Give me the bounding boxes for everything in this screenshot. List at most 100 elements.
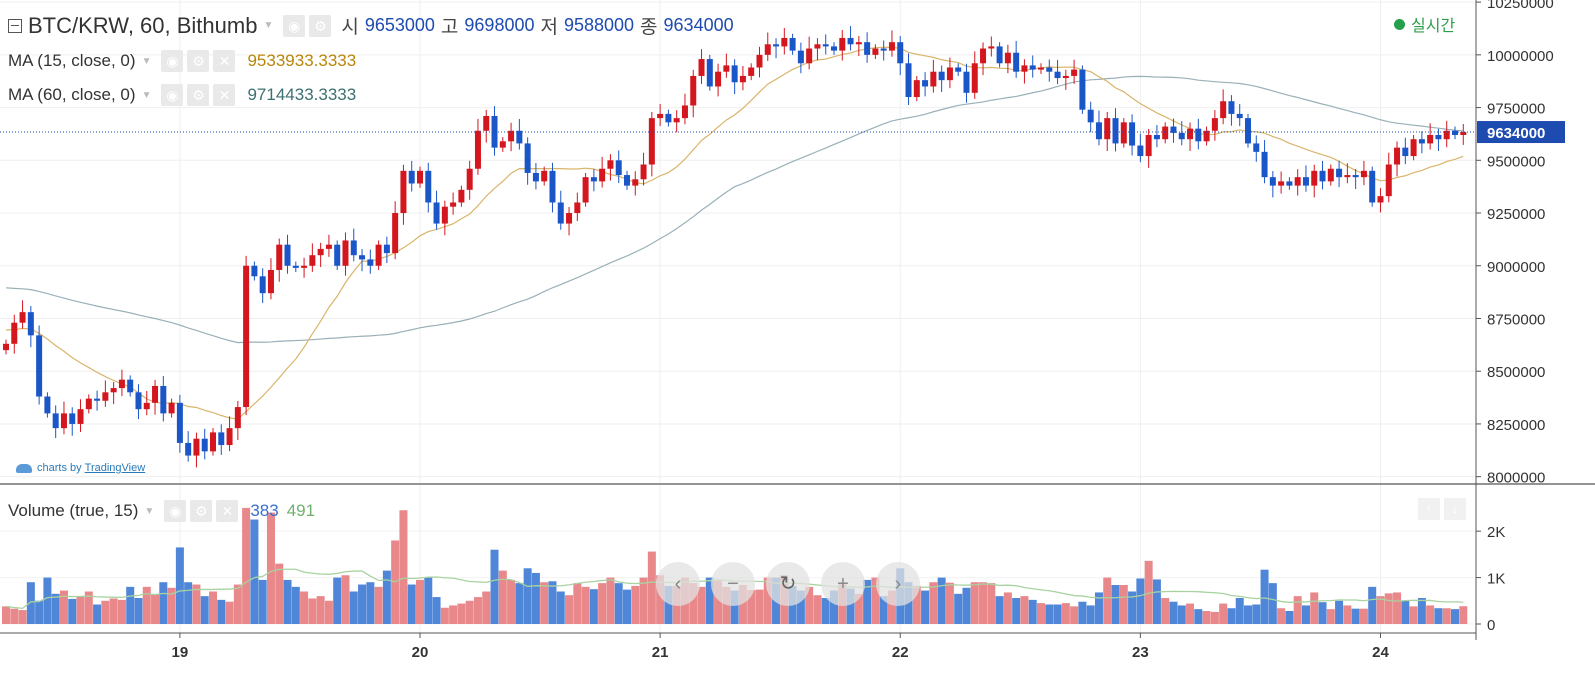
volume-bar (1094, 592, 1103, 624)
candle-body (1261, 151, 1268, 178)
tradingview-branding[interactable]: charts by TradingView (16, 462, 145, 474)
volume-bar (432, 597, 441, 624)
candle-body (400, 170, 407, 214)
zoom-in-icon[interactable]: + (821, 562, 865, 606)
zoom-out-icon[interactable]: − (711, 562, 755, 606)
candle-body (1302, 177, 1309, 186)
volume-bar (970, 582, 979, 624)
gear-icon[interactable]: ⚙ (187, 50, 210, 72)
ma60-label: MA (60, close, 0) (8, 85, 136, 104)
pane-controls: ↑ ↓ (1418, 498, 1470, 520)
eye-icon[interactable]: ◉ (283, 14, 306, 37)
candle (648, 111, 655, 177)
volume-bar (507, 579, 516, 624)
candle-body (582, 177, 589, 203)
candle (1013, 40, 1020, 78)
close-value: 9634000 (663, 15, 734, 35)
candle (789, 33, 796, 55)
gear-icon[interactable]: ⚙ (187, 84, 210, 106)
candle-body (1187, 128, 1194, 140)
candle (1360, 160, 1367, 186)
volume-bar (200, 596, 209, 624)
time-tick-label: 24 (1372, 644, 1389, 661)
branding-name[interactable]: TradingView (84, 462, 146, 474)
candle-body (77, 409, 84, 424)
volume-bar (1103, 577, 1112, 624)
candle (1302, 165, 1309, 192)
candle-body (1029, 65, 1036, 70)
candle-body (1046, 67, 1053, 72)
candle (582, 172, 589, 207)
collapse-icon[interactable] (8, 18, 22, 33)
candle-body (60, 413, 67, 429)
candle-body (508, 130, 515, 142)
candle-body (955, 67, 962, 72)
candle (276, 238, 283, 282)
chevron-down-icon[interactable]: ▼ (141, 55, 152, 67)
volume-bar (1045, 604, 1054, 624)
candle-body (1054, 71, 1061, 79)
candle-body (152, 385, 159, 403)
eye-icon[interactable]: ◉ (161, 84, 184, 106)
volume-bar (722, 586, 731, 624)
close-icon[interactable]: ✕ (213, 50, 236, 72)
chevron-down-icon[interactable]: ▼ (144, 505, 155, 517)
candle (1087, 101, 1094, 133)
candle (996, 42, 1003, 68)
candle (210, 428, 216, 456)
volume-bar (1177, 605, 1186, 624)
price-tick-label: 9000000 (1487, 259, 1545, 276)
volume-bar (1210, 611, 1219, 624)
candle-body (1038, 67, 1044, 70)
move-down-icon[interactable]: ↓ (1444, 498, 1466, 520)
candle (3, 339, 9, 355)
candle-body (1427, 134, 1434, 144)
candle (1004, 44, 1011, 74)
volume-bar (1227, 608, 1236, 624)
candle (433, 190, 440, 230)
candle (988, 36, 995, 57)
ma15-value: 9533933.3333 (247, 51, 357, 70)
candle-body (1336, 168, 1343, 178)
close-label: 종 (640, 17, 658, 38)
candle (375, 240, 382, 270)
candle (168, 398, 175, 418)
candle-body (491, 116, 498, 148)
price-axis-ticks: 8000000 8250000 8500000 8750000 9000000 92500… (1476, 0, 1554, 487)
chevron-down-icon[interactable]: ▼ (141, 89, 152, 101)
candle-body (1178, 132, 1185, 140)
candle (715, 63, 722, 97)
eye-icon[interactable]: ◉ (164, 500, 187, 522)
candle (392, 201, 399, 260)
volume-bar (1434, 608, 1443, 624)
arrow-right-icon[interactable]: › (876, 562, 920, 606)
candle (756, 46, 763, 78)
volume-bar (68, 598, 77, 624)
candle (1187, 122, 1194, 152)
candle-body (698, 59, 705, 76)
close-icon[interactable]: ✕ (213, 84, 236, 106)
candle (673, 110, 680, 133)
candle (1278, 171, 1285, 194)
close-icon[interactable]: ✕ (216, 500, 239, 522)
volume-bar (1111, 585, 1120, 624)
eye-icon[interactable]: ◉ (161, 50, 184, 72)
high-label: 고 (440, 17, 459, 38)
move-up-icon[interactable]: ↑ (1418, 498, 1440, 520)
volume-bar (714, 579, 723, 624)
gear-icon[interactable]: ⚙ (309, 14, 332, 37)
candle (234, 400, 241, 440)
volume-bar (324, 600, 333, 624)
candle (1352, 168, 1359, 189)
volume-bar (440, 607, 449, 624)
gear-icon[interactable]: ⚙ (190, 500, 213, 522)
candle-body (143, 402, 150, 410)
reset-icon[interactable]: ↻ (766, 562, 810, 606)
volume-bar (374, 586, 383, 624)
candle (723, 53, 730, 78)
candle (499, 137, 506, 152)
arrow-left-icon[interactable]: ‹ (656, 562, 700, 606)
chevron-down-icon[interactable]: ▼ (263, 20, 274, 31)
